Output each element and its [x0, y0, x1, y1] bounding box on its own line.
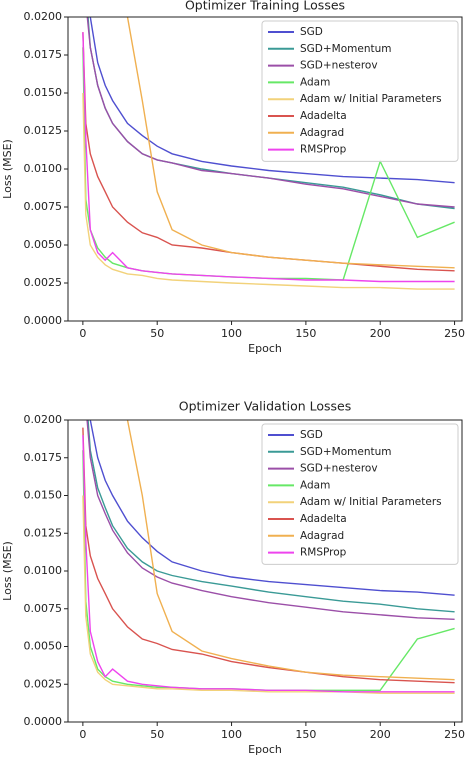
- series-line: [82, 450, 455, 691]
- legend-label: Adam: [300, 76, 330, 88]
- series-line: [86, 17, 455, 208]
- x-tick-label: 200: [370, 327, 391, 340]
- y-tick-label: 0.0125: [24, 526, 63, 539]
- series-line: [82, 427, 455, 684]
- legend-label: SGD: [300, 429, 323, 441]
- x-tick-label: 100: [221, 728, 242, 741]
- y-tick-label: 0.0150: [24, 86, 63, 99]
- y-tick-label: 0.0175: [24, 48, 63, 61]
- series-line: [126, 420, 455, 681]
- series-line: [82, 92, 455, 290]
- legend-label: RMSProp: [300, 144, 347, 156]
- series-line: [82, 435, 455, 693]
- series-line: [82, 32, 455, 283]
- y-tick-label: 0.0075: [24, 200, 63, 213]
- y-tick-label: 0.0100: [24, 162, 63, 175]
- y-tick-label: 0.0200: [24, 10, 63, 23]
- x-axis-label: Epoch: [248, 342, 282, 355]
- legend-label: SGD+Momentum: [300, 43, 392, 55]
- axes-frame: [67, 16, 463, 322]
- series-line: [86, 420, 455, 620]
- legend-box: [261, 20, 459, 162]
- y-tick-label: 0.0050: [24, 238, 63, 251]
- x-tick-label: 50: [150, 728, 164, 741]
- y-tick-label: 0.0075: [24, 602, 63, 615]
- x-tick-label: 250: [444, 728, 465, 741]
- chart-title: Optimizer Training Losses: [185, 0, 345, 13]
- legend-label: SGD+nesterov: [300, 463, 378, 475]
- legend-label: SGD+nesterov: [300, 60, 378, 72]
- x-tick-label: 0: [79, 327, 86, 340]
- legend-label: Adam w/ Initial Parameters: [300, 496, 442, 508]
- y-axis-label: Loss (MSE): [1, 139, 14, 199]
- x-axis-label: Epoch: [248, 743, 282, 756]
- y-tick-label: 0.0100: [24, 564, 63, 577]
- legend-label: Adam w/ Initial Parameters: [300, 93, 442, 105]
- series-line: [126, 17, 455, 269]
- x-tick-label: 250: [444, 327, 465, 340]
- legend-label: SGD+Momentum: [300, 446, 392, 458]
- chart-title: Optimizer Validation Losses: [179, 399, 351, 414]
- axes-frame: [67, 419, 463, 723]
- series-line: [89, 17, 455, 184]
- y-tick-label: 0.0025: [24, 276, 63, 289]
- legend-label: Adam: [300, 479, 330, 491]
- y-tick-label: 0.0150: [24, 489, 63, 502]
- y-tick-label: 0.0000: [24, 715, 63, 728]
- legend-box: [261, 423, 459, 565]
- plot-area: [82, 17, 455, 290]
- y-tick-label: 0.0125: [24, 124, 63, 137]
- legend-label: Adagrad: [300, 530, 344, 542]
- y-tick-label: 0.0050: [24, 640, 63, 653]
- y-tick-label: 0.0000: [24, 314, 63, 327]
- legend-label: Adadelta: [300, 110, 347, 122]
- x-tick-label: 150: [295, 327, 316, 340]
- x-tick-label: 150: [295, 728, 316, 741]
- legend-label: Adagrad: [300, 127, 344, 139]
- legend-label: SGD: [300, 26, 323, 38]
- legend-label: RMSProp: [300, 547, 347, 559]
- plot-area: [82, 420, 455, 694]
- legend-label: Adadelta: [300, 513, 347, 525]
- y-tick-label: 0.0175: [24, 451, 63, 464]
- x-tick-label: 100: [221, 327, 242, 340]
- x-tick-label: 0: [79, 728, 86, 741]
- y-axis-label: Loss (MSE): [1, 541, 14, 601]
- series-line: [87, 420, 455, 613]
- y-tick-label: 0.0025: [24, 677, 63, 690]
- x-tick-label: 200: [370, 728, 391, 741]
- series-line: [89, 420, 455, 596]
- y-tick-label: 0.0200: [24, 413, 63, 426]
- x-tick-label: 50: [150, 327, 164, 340]
